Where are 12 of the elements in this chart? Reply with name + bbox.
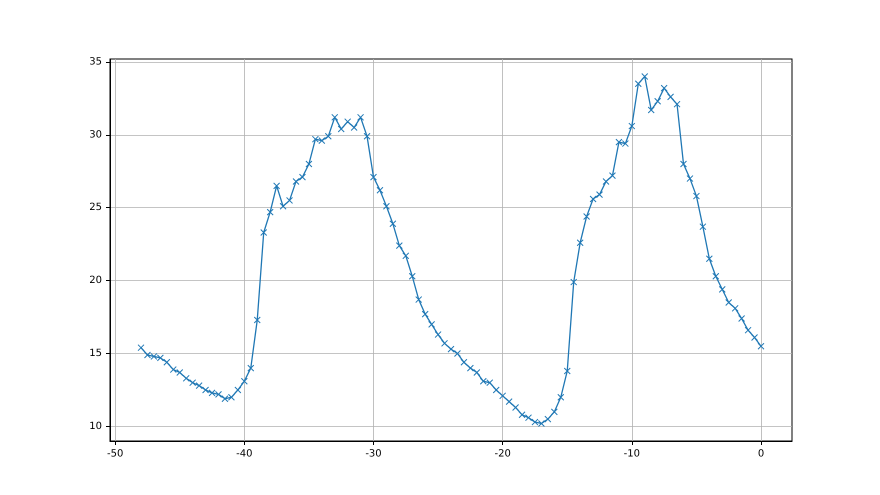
y-tick-label: 10 [89, 420, 102, 432]
y-tick-label: 30 [89, 129, 102, 140]
y-tick-label: 15 [89, 348, 102, 360]
x-tick-label: -10 [624, 448, 640, 460]
y-tick-label: 35 [89, 56, 102, 68]
x-tick-label: 0 [758, 448, 764, 460]
y-tick-label: 20 [89, 275, 102, 286]
y-tick-label: 25 [89, 202, 102, 214]
x-tick-label: -20 [494, 448, 511, 460]
x-tick-label: -40 [236, 448, 253, 460]
x-tick-label: -30 [365, 448, 382, 460]
x-tick-label: -50 [106, 448, 124, 460]
